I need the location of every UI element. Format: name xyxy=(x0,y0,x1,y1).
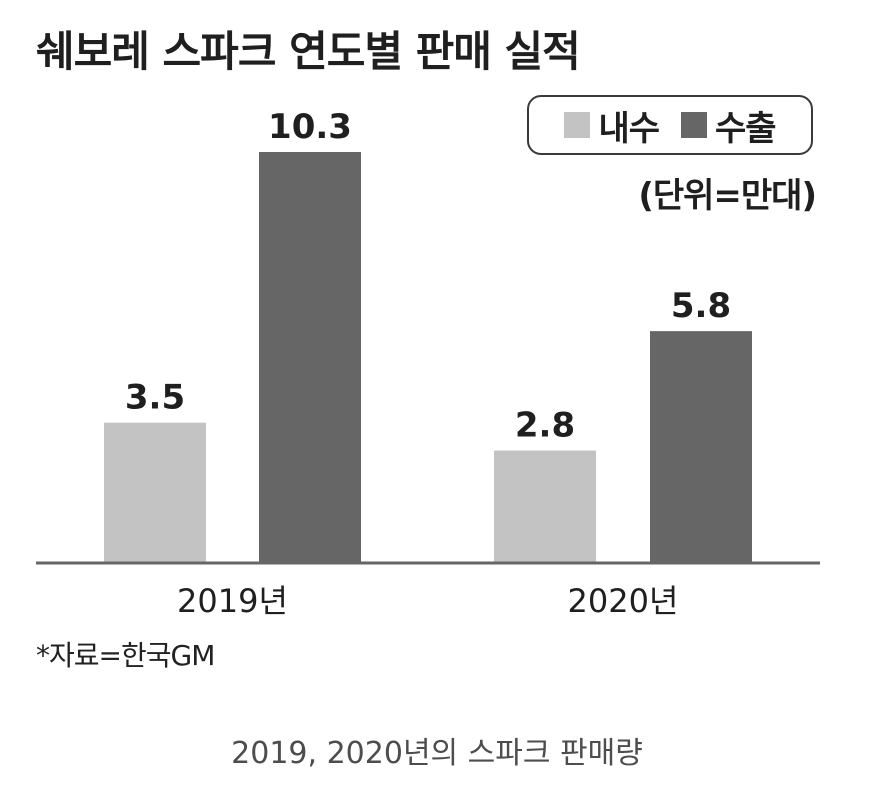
unit-note: (단위=만대) xyxy=(638,176,817,216)
chart-title: 쉐보레 스파크 연도별 판매 실적 xyxy=(36,27,581,76)
image-caption: 2019, 2020년의 스파크 판매량 xyxy=(231,736,643,771)
legend-swatch-domestic xyxy=(564,112,591,138)
x-tick-label-1: 2019년 xyxy=(177,582,288,620)
legend-label-domestic: 내수 xyxy=(598,108,660,149)
bar-domestic-2 xyxy=(494,450,596,562)
legend-entry-export: 수출 xyxy=(681,101,777,150)
chart-figure: 쉐보레 스파크 연도별 판매 실적 내수 수출 (단위=만대) 3.5 10.3 2… xyxy=(36,27,820,672)
data-label-export-1: 10.3 xyxy=(268,107,352,147)
x-tick-label-2: 2020년 xyxy=(568,582,679,620)
legend-label-export: 수출 xyxy=(715,108,777,149)
bar-export-1 xyxy=(259,152,361,562)
data-label-export-2: 5.8 xyxy=(671,286,731,326)
chart-legend: 내수 수출 xyxy=(527,95,813,155)
legend-entry-domestic: 내수 xyxy=(564,101,660,150)
bar-chart: 3.5 10.3 2019년 2.8 5.8 2020년 xyxy=(36,107,820,620)
data-label-domestic-1: 3.5 xyxy=(125,378,185,418)
legend-swatch-export xyxy=(681,112,707,138)
bar-domestic-1 xyxy=(104,422,206,562)
bar-export-2 xyxy=(650,331,752,562)
data-label-domestic-2: 2.8 xyxy=(515,406,575,446)
source-note: *자료=한국GM xyxy=(36,639,215,672)
